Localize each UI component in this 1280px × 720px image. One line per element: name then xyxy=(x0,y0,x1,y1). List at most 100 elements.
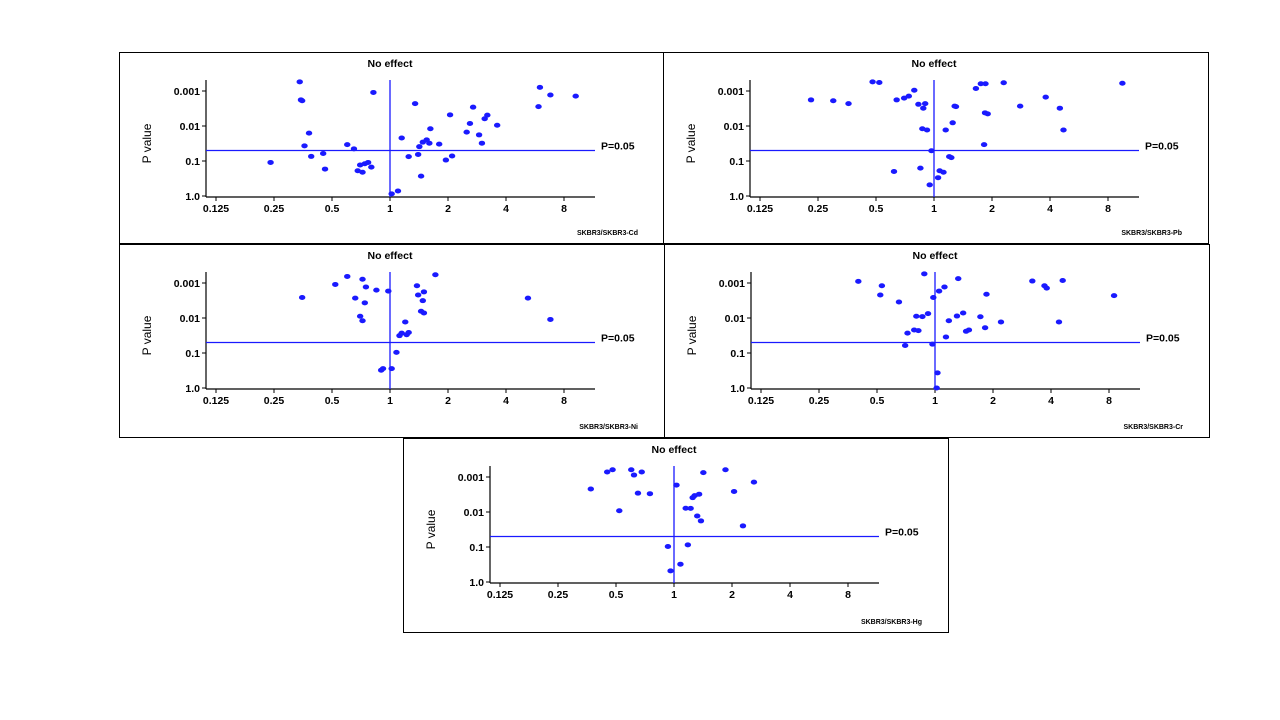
data-point xyxy=(344,273,351,279)
data-point xyxy=(426,140,433,146)
x-tick-label: 4 xyxy=(1048,395,1054,407)
threshold-label: P=0.05 xyxy=(601,140,635,152)
data-point xyxy=(977,314,984,320)
data-point xyxy=(463,129,470,135)
y-tick-label: 0.1 xyxy=(185,156,200,168)
chart-title: No effect xyxy=(368,58,413,70)
x-tick-label: 4 xyxy=(787,589,793,601)
data-point xyxy=(446,112,454,118)
data-point xyxy=(414,151,422,157)
data-point xyxy=(572,93,579,99)
data-point xyxy=(420,310,428,316)
chart-title: No effect xyxy=(913,250,958,262)
data-point xyxy=(628,467,635,473)
data-point xyxy=(901,342,909,348)
data-point xyxy=(682,505,689,511)
data-point xyxy=(919,314,926,320)
data-point xyxy=(432,272,439,278)
y-tick-label: 1.0 xyxy=(185,191,200,203)
x-tick-label: 1 xyxy=(932,395,938,407)
data-point xyxy=(684,542,692,548)
threshold-label: P=0.05 xyxy=(1146,332,1180,344)
data-point xyxy=(484,112,491,118)
data-point xyxy=(673,482,680,488)
x-tick-label: 2 xyxy=(729,589,735,601)
data-point xyxy=(536,84,544,90)
data-point xyxy=(354,168,361,174)
y-tick-label: 1.0 xyxy=(185,383,200,395)
data-point xyxy=(942,127,949,133)
x-tick-label: 4 xyxy=(503,395,509,407)
x-tick-label: 4 xyxy=(1047,203,1053,215)
data-point xyxy=(267,159,274,165)
chart-pb: No effect P value 0.001 0.01 0.1 1.00.125 0.25… xyxy=(684,58,1182,237)
data-point xyxy=(359,276,366,282)
data-point xyxy=(478,140,486,146)
data-point xyxy=(980,142,988,148)
data-point xyxy=(379,366,387,372)
data-point xyxy=(952,104,960,110)
x-tick-label: 0.5 xyxy=(325,203,340,215)
data-point xyxy=(965,327,973,333)
data-point xyxy=(807,97,815,103)
data-point xyxy=(388,366,395,372)
data-point xyxy=(435,141,443,147)
data-point xyxy=(941,284,948,290)
data-point xyxy=(667,568,674,574)
data-point xyxy=(1060,127,1067,133)
data-point xyxy=(1000,80,1007,86)
chart-title: No effect xyxy=(912,58,957,70)
x-tick-label: 0.125 xyxy=(487,589,513,601)
data-point xyxy=(876,79,883,85)
y-tick-label: 0.001 xyxy=(719,278,745,290)
data-point xyxy=(687,505,694,511)
data-point xyxy=(1016,103,1024,109)
y-tick-label: 1.0 xyxy=(469,577,484,589)
data-point xyxy=(694,513,701,519)
data-point xyxy=(332,281,339,287)
data-point xyxy=(845,101,852,107)
data-point xyxy=(921,271,928,277)
data-point xyxy=(955,276,962,282)
data-point xyxy=(942,334,950,340)
x-tick-label: 0.125 xyxy=(747,203,773,215)
data-point xyxy=(305,130,313,136)
y-axis-label: P value xyxy=(684,123,698,163)
data-point xyxy=(603,469,611,475)
data-point xyxy=(298,295,306,301)
data-point xyxy=(364,159,372,165)
data-point xyxy=(933,385,940,391)
data-point xyxy=(929,341,936,347)
data-point xyxy=(616,508,623,514)
chart-caption: SKBR3/SKBR3-Cd xyxy=(577,230,638,237)
data-point xyxy=(953,313,961,319)
x-tick-label: 1 xyxy=(387,395,393,407)
y-tick-label: 0.01 xyxy=(180,121,201,133)
x-tick-label: 1 xyxy=(671,589,677,601)
data-point xyxy=(913,313,920,319)
x-tick-label: 0.125 xyxy=(203,395,229,407)
data-point xyxy=(448,153,456,159)
chart-caption: SKBR3/SKBR3-Cr xyxy=(1123,424,1183,431)
data-point xyxy=(695,491,703,497)
data-point xyxy=(402,319,409,325)
x-tick-label: 2 xyxy=(445,203,451,215)
data-point xyxy=(405,330,412,336)
data-point xyxy=(1119,80,1126,86)
y-axis-label: P value xyxy=(140,123,154,163)
x-tick-label: 0.125 xyxy=(203,203,229,215)
chart-caption: SKBR3/SKBR3-Ni xyxy=(579,424,638,431)
data-point xyxy=(869,79,876,85)
data-point xyxy=(442,157,450,163)
data-point xyxy=(361,300,369,306)
x-tick-label: 8 xyxy=(1106,395,1112,407)
x-tick-label: 2 xyxy=(445,395,451,407)
data-point xyxy=(730,489,738,495)
y-tick-label: 0.01 xyxy=(180,313,201,325)
data-point xyxy=(945,318,953,324)
data-point xyxy=(935,288,943,294)
x-tick-label: 0.25 xyxy=(808,203,829,215)
y-tick-label: 0.01 xyxy=(725,313,746,325)
data-point xyxy=(420,289,428,295)
y-axis-label: P value xyxy=(140,315,154,355)
